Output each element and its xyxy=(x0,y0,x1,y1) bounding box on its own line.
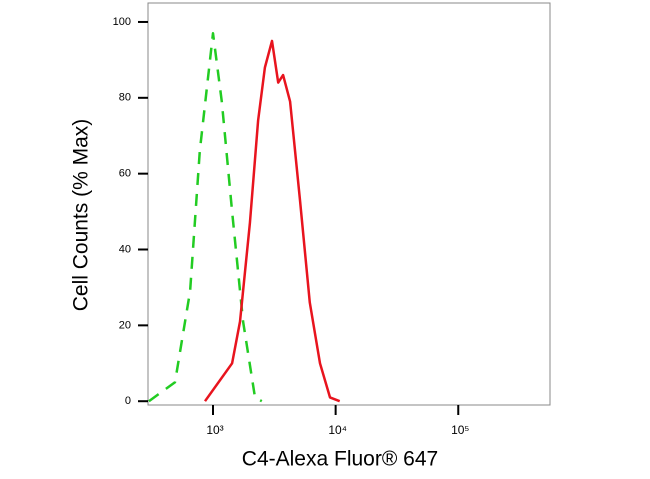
y-tick-label: 100 xyxy=(113,16,131,28)
histogram-line xyxy=(148,32,263,403)
y-tick-label: 60 xyxy=(119,168,131,180)
y-tick-label: 0 xyxy=(125,395,131,407)
x-tick-label: 10³ xyxy=(206,423,223,437)
y-tick-label: 40 xyxy=(119,243,131,255)
y-tick-label: 80 xyxy=(119,92,131,104)
x-axis-title: C4-Alexa Fluor® 647 xyxy=(242,448,438,471)
plot-frame xyxy=(147,2,551,406)
y-axis-title: Cell Counts (% Max) xyxy=(70,119,93,312)
x-tick-label: 10⁵ xyxy=(451,423,469,437)
x-tick-label: 10⁴ xyxy=(328,423,347,437)
y-tick-label: 20 xyxy=(119,319,131,331)
histogram-line xyxy=(203,39,341,403)
